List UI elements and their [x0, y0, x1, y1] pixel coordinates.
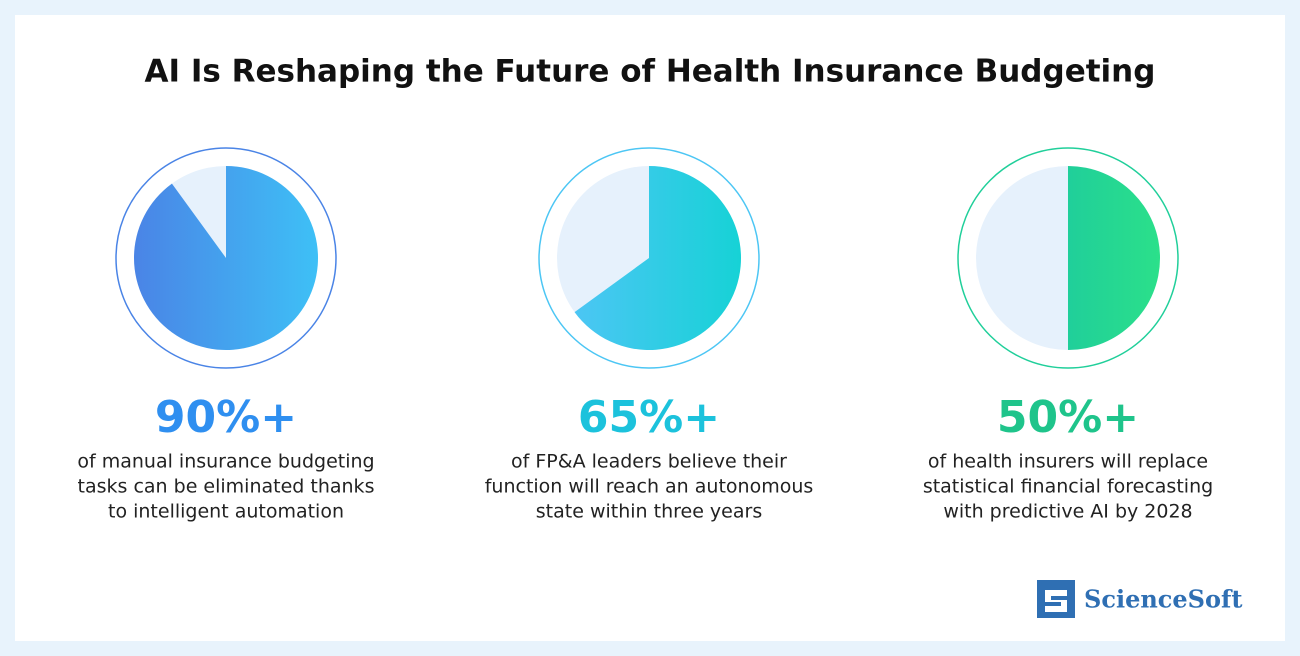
description: of health insurers will replace — [928, 451, 1208, 473]
description: tasks can be eliminated thanks — [78, 476, 375, 498]
description: to intelligent automation — [108, 501, 344, 523]
description: of FP&A leaders believe their — [511, 451, 787, 473]
title: AI Is Reshaping the Future of Health Ins… — [145, 54, 1156, 90]
value-label: 50%+ — [997, 392, 1139, 443]
value-label: 65%+ — [578, 392, 720, 443]
logo-glyph — [1045, 590, 1067, 612]
brand: ScienceSoft — [1084, 585, 1242, 614]
pie-slice — [574, 166, 742, 350]
logo: ScienceSoft — [1037, 580, 1242, 618]
description: of manual insurance budgeting — [77, 451, 374, 473]
description: statistical financial forecasting — [923, 476, 1213, 498]
pie-slice — [1068, 166, 1160, 350]
description: state within three years — [536, 501, 762, 523]
description: with predictive AI by 2028 — [943, 501, 1192, 523]
pie-slice — [133, 166, 318, 351]
logo-icon — [1037, 580, 1075, 618]
description: function will reach an autonomous — [485, 476, 814, 498]
value-label: 90%+ — [155, 392, 297, 443]
